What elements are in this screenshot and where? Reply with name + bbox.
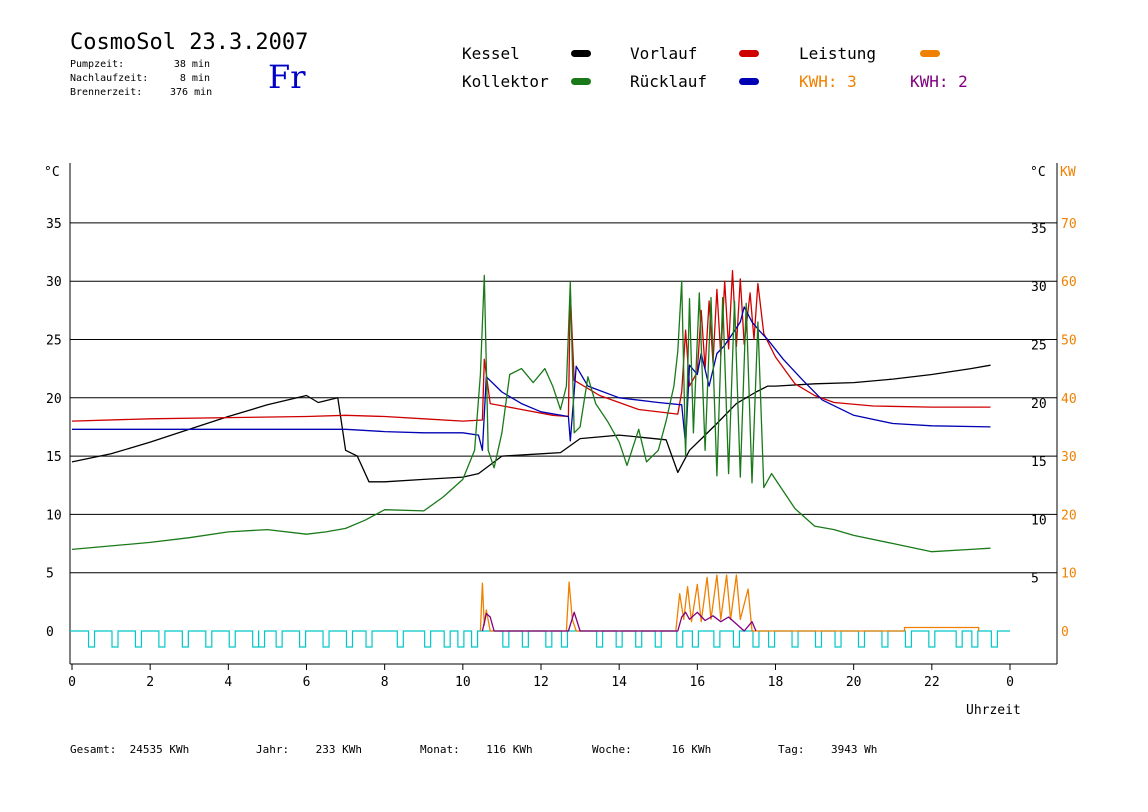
x-tick-label: 2 (146, 675, 154, 690)
series-leistung-2 (481, 611, 757, 632)
x-tick-label: 4 (224, 675, 232, 690)
y-tick-label-right: 35 (1031, 222, 1047, 237)
x-tick-label: 14 (611, 675, 627, 690)
y-tick-label-kw: 20 (1061, 508, 1077, 523)
chart-axes: 0510152025303551015202530350102030405060… (46, 163, 1077, 690)
y-tick-label-right: 25 (1031, 339, 1047, 354)
series-r-cklauf (72, 306, 991, 451)
y-tick-label-kw: 10 (1061, 567, 1077, 582)
stat-value: 376 min (170, 87, 213, 98)
y-tick-label-left: 25 (46, 334, 62, 349)
legend-vorlauf-swatch (739, 50, 759, 57)
legend-kollektor: Kollektor (462, 72, 549, 91)
footer-label: Tag: (778, 743, 805, 756)
y-tick-label-left: 30 (46, 275, 62, 290)
legend-ruecklauf-swatch (739, 78, 759, 85)
y-axis-kw-unit: KW (1060, 165, 1076, 180)
x-tick-label: 18 (768, 675, 784, 690)
chart-series (70, 270, 1010, 648)
y-tick-label-kw: 60 (1061, 275, 1077, 290)
footer-value: 16 KWh (671, 743, 712, 756)
stat-nachlaufzeit: Nachlaufzeit: 8 min (70, 72, 210, 86)
stat-label: Pumpzeit: (70, 59, 125, 70)
series-vorlauf (71, 270, 991, 422)
footer-value: 24535 KWh (129, 743, 190, 756)
series-kollektor (71, 274, 991, 553)
footer-value: 3943 Wh (831, 743, 878, 756)
legend-vorlauf: Vorlauf (630, 44, 698, 63)
stat-label: Brennerzeit: (70, 87, 143, 98)
legend-kessel: Kessel (462, 44, 520, 63)
app-title: CosmoSol 23.3.2007 (70, 30, 309, 55)
y-tick-label-kw: 30 (1061, 450, 1077, 465)
footer-label: Jahr: (256, 743, 290, 756)
y-tick-label-kw: 50 (1061, 334, 1077, 349)
y-tick-label-right: 10 (1031, 513, 1047, 528)
footer-gesamt: Gesamt: 24535 KWh (70, 743, 189, 756)
legend-leistung-swatch (920, 50, 940, 57)
legend-kollektor-swatch (571, 78, 591, 85)
y-axis-right-unit: °C (1030, 165, 1046, 180)
x-tick-label: 6 (303, 675, 311, 690)
x-tick-label: 22 (924, 675, 940, 690)
footer-tag: Tag: 3943 Wh (778, 743, 877, 756)
stat-value: 38 min (173, 59, 210, 70)
legend-leistung: Leistung (799, 44, 877, 63)
y-tick-label-left: 35 (46, 217, 62, 232)
y-tick-label-left: 15 (46, 450, 62, 465)
stat-value: 8 min (179, 73, 210, 84)
footer-woche: Woche: 16 KWh (592, 743, 711, 756)
stat-pumpzeit: Pumpzeit: 38 min (70, 58, 210, 72)
legend-kwh-purple: KWH: 2 (910, 72, 968, 91)
footer-label: Gesamt: (70, 743, 117, 756)
x-axis-label: Uhrzeit (966, 703, 1021, 718)
y-tick-label-left: 5 (46, 567, 54, 582)
series-kessel (71, 364, 991, 483)
footer-label: Monat: (420, 743, 460, 756)
footer-value: 233 KWh (315, 743, 362, 756)
y-tick-label-left: 20 (46, 392, 62, 407)
y-tick-label-left: 10 (46, 508, 62, 523)
stat-label: Nachlaufzeit: (70, 73, 149, 84)
y-tick-label-left: 0 (46, 625, 54, 640)
series-leistung (479, 574, 980, 632)
y-tick-label-right: 20 (1031, 397, 1047, 412)
y-tick-label-kw: 70 (1061, 217, 1077, 232)
legend-ruecklauf: Rücklauf (630, 72, 708, 91)
y-tick-label-right: 30 (1031, 280, 1047, 295)
y-tick-label-kw: 40 (1061, 392, 1077, 407)
x-tick-label: 20 (846, 675, 862, 690)
y-tick-label-right: 15 (1031, 455, 1047, 470)
y-tick-label-right: 5 (1031, 572, 1039, 587)
weekday-label: Fr (268, 58, 306, 96)
x-tick-label: 12 (533, 675, 549, 690)
footer-monat: Monat: 116 KWh (420, 743, 533, 756)
legend-kessel-swatch (571, 50, 591, 57)
legend-kwh-orange: KWH: 3 (799, 72, 857, 91)
footer-value: 116 KWh (486, 743, 533, 756)
stat-brennerzeit: Brennerzeit: 376 min (70, 86, 213, 100)
footer-label: Woche: (592, 743, 632, 756)
pump-status-line (70, 630, 1010, 648)
y-axis-left-unit: °C (44, 165, 60, 180)
footer-jahr: Jahr: 233 KWh (256, 743, 362, 756)
x-tick-label: 8 (381, 675, 389, 690)
x-tick-label: 10 (455, 675, 471, 690)
x-tick-label: 16 (690, 675, 706, 690)
x-tick-label: 0 (1006, 675, 1014, 690)
y-tick-label-kw: 0 (1061, 625, 1069, 640)
x-tick-label: 0 (68, 675, 76, 690)
